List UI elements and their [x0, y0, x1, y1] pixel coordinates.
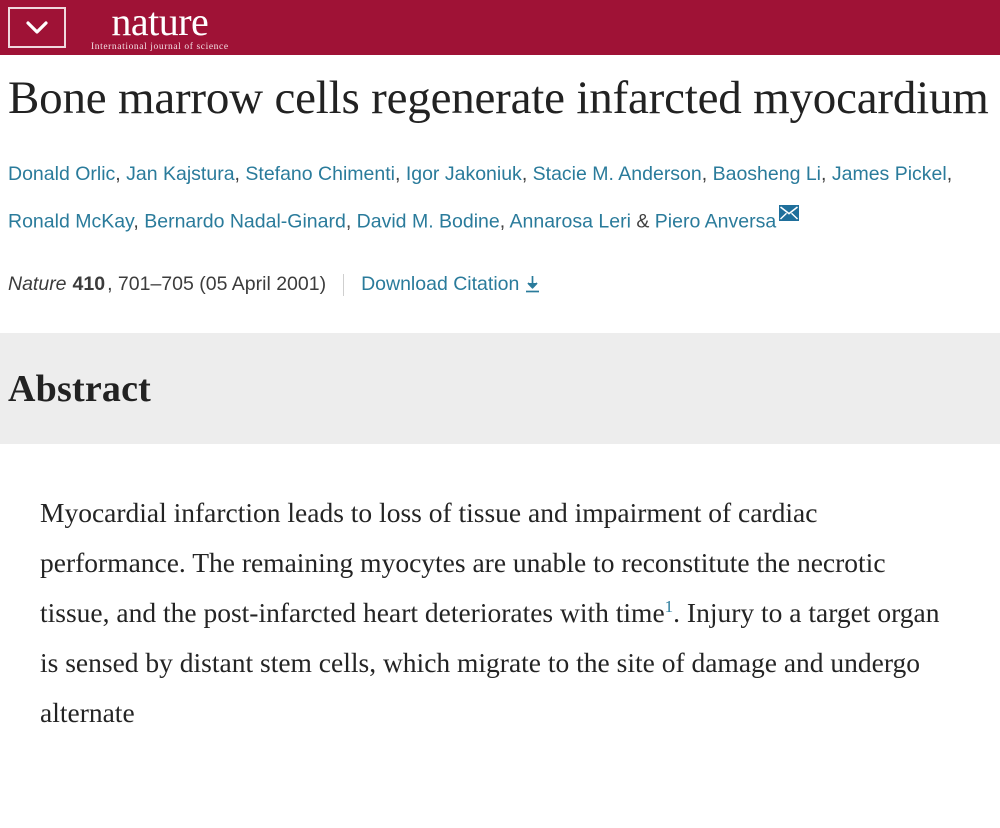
author-link[interactable]: David M. Bodine	[356, 210, 500, 232]
author-link-corresponding[interactable]: Piero Anversa	[654, 210, 777, 232]
author-link[interactable]: Jan Kajstura	[126, 162, 235, 185]
author-separator: ,	[499, 210, 510, 232]
author-separator: ,	[234, 162, 246, 185]
author-separator: ,	[115, 162, 127, 185]
abstract-text-part-1: Myocardial infarction leads to loss of t…	[40, 497, 886, 628]
nav-menu-toggle-button[interactable]	[8, 7, 66, 48]
author-link[interactable]: Donald Orlic	[8, 162, 116, 185]
brand-wordmark: nature	[111, 0, 209, 44]
citation-pages-date: , 701–705 (05 April 2001)	[107, 273, 327, 295]
author-link[interactable]: James Pickel	[831, 162, 947, 185]
author-link[interactable]: Stacie M. Anderson	[532, 162, 702, 185]
author-list: Donald Orlic, Jan Kajstura, Stefano Chim…	[8, 154, 992, 242]
download-citation-link[interactable]: Download Citation	[361, 273, 541, 296]
abstract-heading-band: Abstract	[0, 333, 1000, 444]
citation-divider	[343, 273, 345, 296]
nature-logo[interactable]: nature International journal of science	[91, 0, 229, 53]
author-link[interactable]: Stefano Chimenti	[245, 162, 395, 185]
author-separator: ,	[345, 210, 357, 232]
citation-volume: 410	[72, 273, 106, 295]
author-link[interactable]: Bernardo Nadal-Ginard	[144, 210, 346, 232]
author-separator: ,	[521, 162, 533, 185]
brand-tagline: International journal of science	[91, 41, 229, 52]
author-separator: ,	[394, 162, 406, 185]
citation-journal: Nature	[8, 273, 67, 295]
abstract-heading: Abstract	[8, 367, 152, 410]
download-citation-label: Download Citation	[361, 273, 520, 295]
author-link[interactable]: Ronald McKay	[8, 210, 134, 232]
author-link[interactable]: Baosheng Li	[712, 162, 822, 185]
author-separator: ,	[946, 162, 953, 185]
author-separator: ,	[821, 162, 832, 185]
author-separator: ,	[133, 210, 145, 232]
page-title: Bone marrow cells regenerate infarcted m…	[8, 72, 989, 124]
reference-link-1[interactable]: 1	[664, 596, 674, 616]
author-link[interactable]: Igor Jakoniuk	[405, 162, 522, 185]
citation-line: Nature 410, 701–705 (05 April 2001) Downl…	[8, 273, 992, 296]
envelope-icon[interactable]	[779, 195, 800, 235]
author-final-separator: &	[630, 210, 655, 232]
site-header: nature International journal of science	[0, 0, 1000, 55]
author-separator: ,	[701, 162, 713, 185]
abstract-paragraph: Myocardial infarction leads to loss of t…	[0, 444, 1000, 738]
author-link[interactable]: Annarosa Leri	[509, 210, 631, 232]
article-header: Bone marrow cells regenerate infarcted m…	[0, 55, 1000, 296]
download-icon	[519, 275, 541, 294]
abstract-text-part-2: . Injury to a target organ is sensed by …	[40, 597, 940, 728]
chevron-down-icon	[26, 20, 48, 35]
